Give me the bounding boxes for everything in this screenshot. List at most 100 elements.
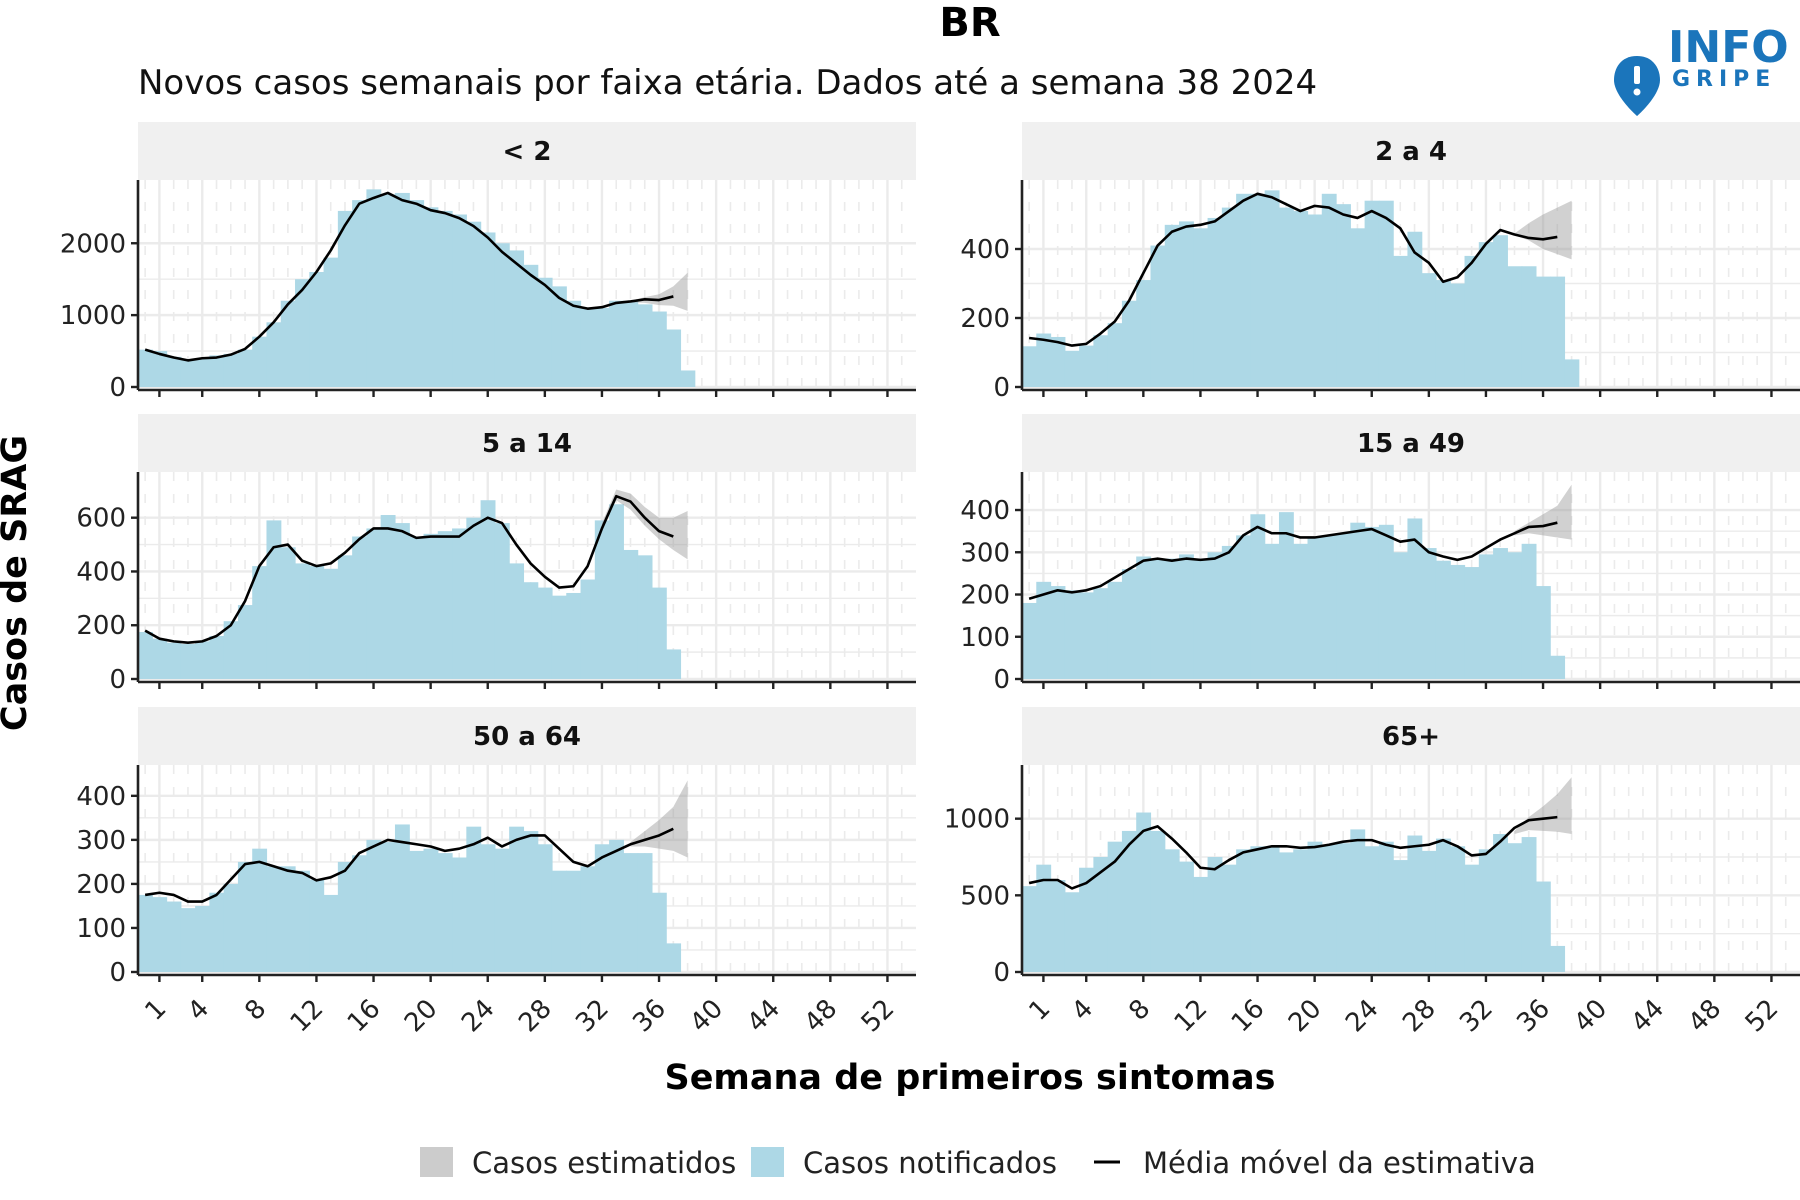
y-tick-label: 400 xyxy=(960,496,1010,526)
bar-week-7 xyxy=(1121,300,1137,387)
bar-week-25 xyxy=(1378,841,1394,972)
bar-week-15 xyxy=(352,855,368,972)
bar-week-9 xyxy=(1150,245,1166,387)
moving-average-line xyxy=(1028,192,1558,347)
bar-week-11 xyxy=(295,563,310,679)
bar-week-1 xyxy=(152,351,168,387)
bar-week-12 xyxy=(309,879,325,972)
bar-week-23 xyxy=(1350,829,1366,972)
notified-bars xyxy=(1022,812,1566,972)
bar-week-12 xyxy=(309,566,325,679)
bar-week-24 xyxy=(1364,200,1380,387)
x-tick-label: 32 xyxy=(1454,994,1499,1039)
bar-week-24 xyxy=(1364,846,1380,972)
bar-week-30 xyxy=(566,592,582,679)
bar-week-26 xyxy=(509,826,525,972)
x-tick-label: 24 xyxy=(1340,994,1385,1039)
bar-week-34 xyxy=(623,853,639,972)
bar-week-1 xyxy=(1036,864,1052,972)
bar-week-26 xyxy=(509,563,525,679)
bar-week-35 xyxy=(1521,837,1537,972)
bar-week-12 xyxy=(1193,558,1209,679)
x-tick-label: 48 xyxy=(799,994,844,1039)
bar-week-23 xyxy=(1350,522,1366,679)
bar-week-6 xyxy=(223,883,239,972)
bar-week-32 xyxy=(594,307,610,387)
bar-week-4 xyxy=(195,358,210,387)
bar-week-18 xyxy=(394,824,410,972)
bar-week-21 xyxy=(437,210,453,387)
x-tick-label: 24 xyxy=(456,994,501,1039)
x-tick-label: 20 xyxy=(1283,994,1328,1039)
facet-label: 2 a 4 xyxy=(1375,137,1447,167)
bar-week-27 xyxy=(1407,231,1423,387)
bar-week-37 xyxy=(666,329,682,387)
bar-week-11 xyxy=(1179,554,1194,679)
bar-week-33 xyxy=(609,839,624,972)
chart-subtitle: Novos casos semanais por faixa etária. D… xyxy=(138,63,1317,103)
bar-week-27 xyxy=(1407,835,1423,972)
bar-week-27 xyxy=(523,831,539,972)
bar-week-30 xyxy=(1450,846,1466,972)
bar-week-32 xyxy=(1478,554,1494,679)
bar-week-25 xyxy=(494,848,510,972)
notified-bars xyxy=(1022,512,1566,679)
bar-week-27 xyxy=(523,582,539,679)
panel-15-a-49: 15 a 49 0 100 200 300 400 xyxy=(960,414,1800,695)
y-tick-label: 400 xyxy=(76,557,126,587)
x-tick-label: 20 xyxy=(399,994,444,1039)
bar-week-10 xyxy=(1164,558,1180,679)
bar-week-37 xyxy=(666,649,682,679)
y-tick-label: 300 xyxy=(960,538,1010,568)
bar-week-27 xyxy=(523,264,539,387)
y-tick-label: 200 xyxy=(960,304,1010,334)
bar-week-26 xyxy=(1393,552,1409,679)
bar-week-3 xyxy=(180,908,196,972)
bar-week-22 xyxy=(1336,204,1351,387)
bar-week-29 xyxy=(551,870,567,972)
bar-week-6 xyxy=(1107,581,1123,679)
facet-label: < 2 xyxy=(503,137,552,167)
bar-week-12 xyxy=(1193,876,1209,972)
bar-week-31 xyxy=(580,307,596,387)
bar-week-2 xyxy=(166,356,182,387)
facet-strip xyxy=(1022,122,1800,180)
bar-week-22 xyxy=(1336,843,1351,972)
bar-week-36 xyxy=(1535,586,1551,679)
bar-week-4 xyxy=(1079,592,1094,679)
bar-week-18 xyxy=(394,523,410,679)
y-tick-label: 200 xyxy=(960,581,1010,611)
bar-week-23 xyxy=(466,517,482,679)
bar-week-11 xyxy=(1179,221,1194,387)
bar-week-26 xyxy=(509,250,525,387)
bar-week-16 xyxy=(1250,514,1266,679)
bar-week-31 xyxy=(580,579,596,679)
bar-week-3 xyxy=(180,359,196,387)
facet-strip xyxy=(1022,414,1800,472)
legend-item-moving_avg: Média móvel da estimativa xyxy=(1094,1146,1536,1180)
bar-week-25 xyxy=(1378,524,1394,679)
bar-week-20 xyxy=(423,207,439,387)
legend-swatch xyxy=(420,1147,453,1177)
bar-week-0 xyxy=(138,349,153,387)
estimate-ribbon xyxy=(630,272,688,311)
bar-week-4 xyxy=(1079,867,1094,972)
bar-week-21 xyxy=(437,531,453,679)
bar-week-17 xyxy=(380,842,396,972)
logo-text-gripe: GRIPE xyxy=(1672,67,1776,92)
bar-week-23 xyxy=(466,826,482,972)
bar-week-8 xyxy=(252,848,268,972)
bar-week-17 xyxy=(380,194,396,387)
y-tick-label: 100 xyxy=(76,914,126,944)
y-tick-label: 100 xyxy=(960,623,1010,653)
bar-week-24 xyxy=(480,500,496,679)
bar-week-25 xyxy=(1378,200,1394,387)
y-tick-label: 400 xyxy=(76,782,126,812)
bar-week-8 xyxy=(252,336,268,387)
facet-strip xyxy=(1022,707,1800,765)
bar-week-5 xyxy=(209,355,225,387)
bar-week-31 xyxy=(1464,567,1480,679)
notified-bars xyxy=(1022,190,1580,387)
bar-week-36 xyxy=(1535,881,1551,972)
